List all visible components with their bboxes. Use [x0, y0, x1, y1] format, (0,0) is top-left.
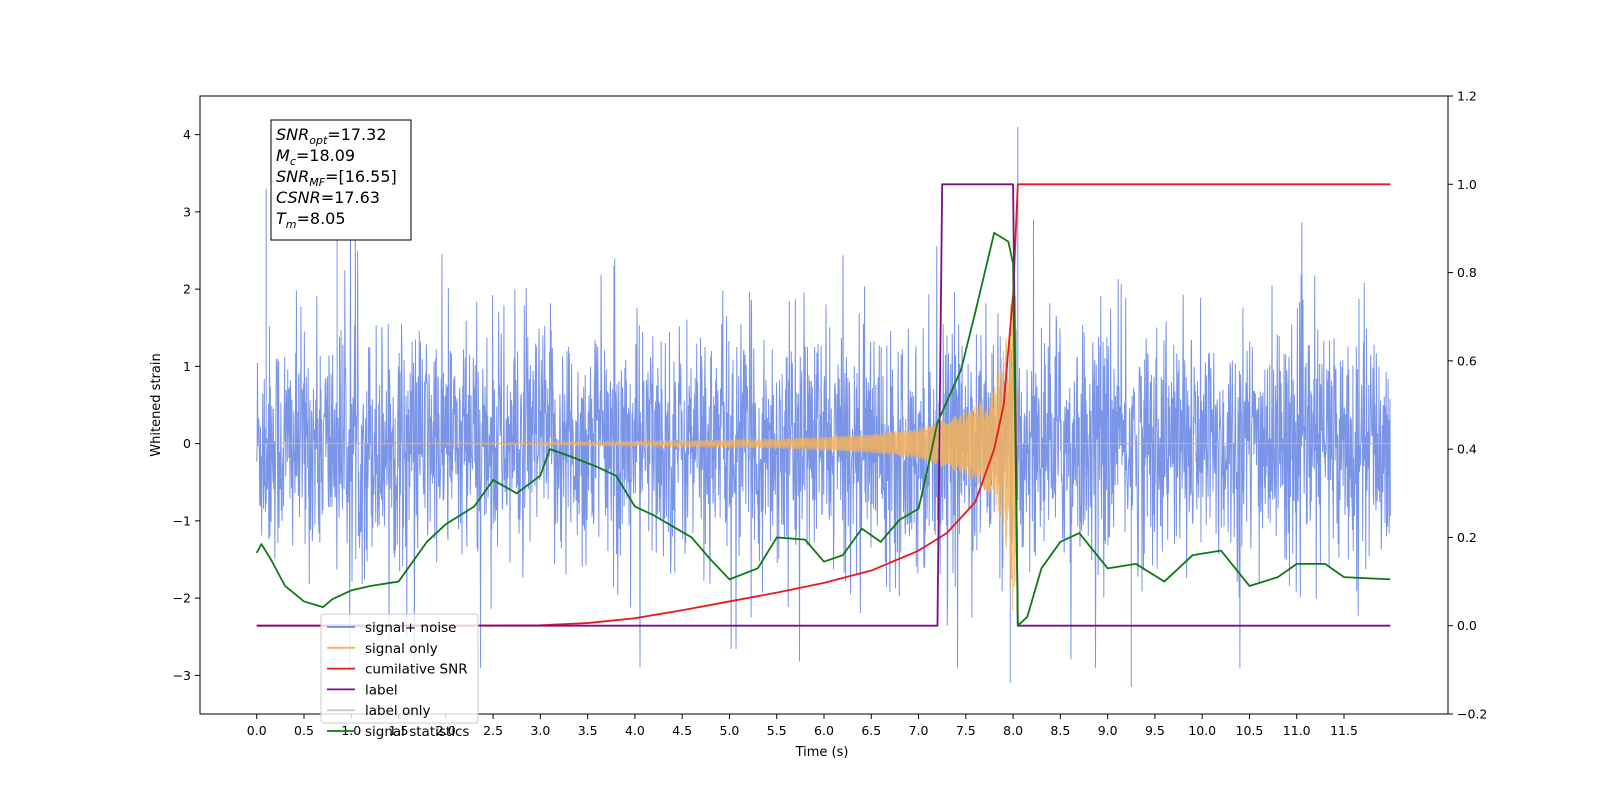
x-tick-label: 1.5	[389, 723, 409, 738]
x-tick-label: 3.5	[578, 723, 598, 738]
stats-annotation-box: SNRopt=17.32Mc=18.09SNRMF=[16.55]CSNR=17…	[270, 119, 412, 241]
y2-tick-label: −0.2	[1457, 707, 1487, 722]
series-signal-statistics	[255, 231, 1391, 627]
series-label	[256, 183, 1391, 627]
y-tick-label: −2	[173, 591, 191, 606]
annotation-line: CSNR=17.63	[276, 188, 380, 207]
y2-tick-label: 1.0	[1457, 177, 1477, 192]
y2-tick-label: 0.4	[1457, 442, 1477, 457]
y2-tick-label: 0.6	[1457, 353, 1477, 368]
y-tick-label: 4	[183, 127, 191, 142]
legend-label: label	[365, 682, 398, 698]
y-tick-label: 1	[183, 359, 191, 374]
right-axis: −0.2 0.0 0.2 0.4 0.6 0.8 1.0 1.2	[1448, 89, 1487, 722]
x-tick-label: 7.0	[909, 723, 929, 738]
y-axis-label: Whitened strain	[149, 353, 164, 456]
legend-frame	[320, 613, 479, 724]
y2-tick-label: 1.2	[1457, 89, 1477, 104]
legend-label: signal only	[365, 641, 438, 657]
x-tick-label: 5.5	[767, 723, 787, 738]
annotation-line: Mc=18.09	[276, 146, 355, 168]
x-tick-label: 8.5	[1050, 723, 1070, 738]
x-tick-label: 5.0	[720, 723, 740, 738]
annotation-line: SNRMF=[16.55]	[276, 167, 397, 189]
x-axis: 0.0 0.5 1.0 1.5 2.0 2.5 3.0 3.5 4.0 4.5 5.0 5.5 6.0 6…	[247, 714, 1358, 738]
x-tick-label: 3.0	[530, 723, 550, 738]
x-tick-label: 7.5	[956, 723, 976, 738]
series-signal-only	[256, 268, 1391, 611]
y-tick-label: −1	[173, 513, 191, 528]
annotation-frame	[270, 119, 412, 241]
x-tick-label: 10.0	[1188, 723, 1216, 738]
x-tick-label: 9.0	[1098, 723, 1118, 738]
y-tick-label: 2	[183, 282, 191, 297]
y2-tick-label: 0.8	[1457, 265, 1477, 280]
y-tick-label: 0	[183, 436, 191, 451]
annotation-line: Tm=8.05	[276, 209, 346, 231]
y2-tick-label: 0.2	[1457, 530, 1477, 545]
annotation-line: SNRopt=17.32	[276, 125, 387, 147]
x-tick-label: 6.5	[861, 723, 881, 738]
x-tick-label: 10.5	[1236, 723, 1264, 738]
x-tick-label: 4.5	[672, 723, 692, 738]
x-tick-label: 11.5	[1330, 723, 1358, 738]
legend-label: signal+ noise	[365, 620, 456, 636]
x-tick-label: 2.5	[483, 723, 503, 738]
legend-label: cumilative SNR	[365, 662, 468, 678]
x-tick-label: 0.5	[294, 723, 314, 738]
y-tick-label: −3	[173, 668, 191, 683]
legend-label: signal statistics	[365, 724, 469, 740]
x-tick-label: 0.0	[247, 723, 267, 738]
legend: signal+ noise signal only cumilative SNR la…	[320, 613, 479, 740]
x-tick-label: 8.0	[1003, 723, 1023, 738]
x-tick-label: 6.0	[814, 723, 834, 738]
x-tick-label: 9.5	[1145, 723, 1165, 738]
plot-area	[255, 126, 1391, 687]
x-axis-label: Time (s)	[795, 745, 849, 760]
left-axis: −3 −2 −1 0 1 2 3 4	[173, 127, 200, 683]
y-tick-label: 3	[183, 204, 191, 219]
x-tick-label: 2.0	[436, 723, 456, 738]
series-cumulative-snr	[256, 183, 1391, 627]
y2-tick-label: 0.0	[1457, 618, 1477, 633]
x-tick-label: 11.0	[1283, 723, 1311, 738]
legend-label: label only	[365, 703, 431, 719]
x-tick-label: 4.0	[625, 723, 645, 738]
